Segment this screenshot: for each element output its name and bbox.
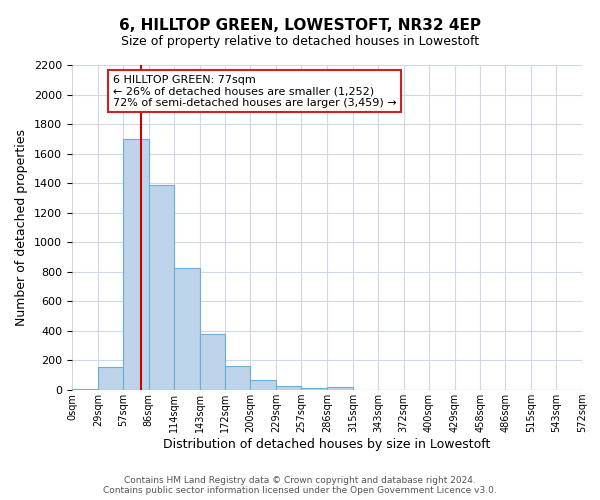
Text: 6 HILLTOP GREEN: 77sqm
← 26% of detached houses are smaller (1,252)
72% of semi-: 6 HILLTOP GREEN: 77sqm ← 26% of detached… [113, 74, 397, 108]
Bar [149, 184, 173, 390]
Bar [226, 366, 250, 390]
Bar [301, 388, 327, 390]
Bar [123, 139, 149, 390]
Bar [72, 388, 98, 390]
Text: Contains HM Land Registry data © Crown copyright and database right 2024.: Contains HM Land Registry data © Crown c… [124, 476, 476, 485]
X-axis label: Distribution of detached houses by size in Lowestoft: Distribution of detached houses by size … [163, 438, 491, 451]
Bar [327, 387, 353, 390]
Y-axis label: Number of detached properties: Number of detached properties [16, 129, 28, 326]
Text: 6, HILLTOP GREEN, LOWESTOFT, NR32 4EP: 6, HILLTOP GREEN, LOWESTOFT, NR32 4EP [119, 18, 481, 32]
Bar [173, 268, 199, 390]
Bar [250, 380, 276, 390]
Bar [276, 386, 301, 390]
Bar [98, 367, 123, 390]
Text: Size of property relative to detached houses in Lowestoft: Size of property relative to detached ho… [121, 35, 479, 48]
Bar [199, 334, 226, 390]
Text: Contains public sector information licensed under the Open Government Licence v3: Contains public sector information licen… [103, 486, 497, 495]
